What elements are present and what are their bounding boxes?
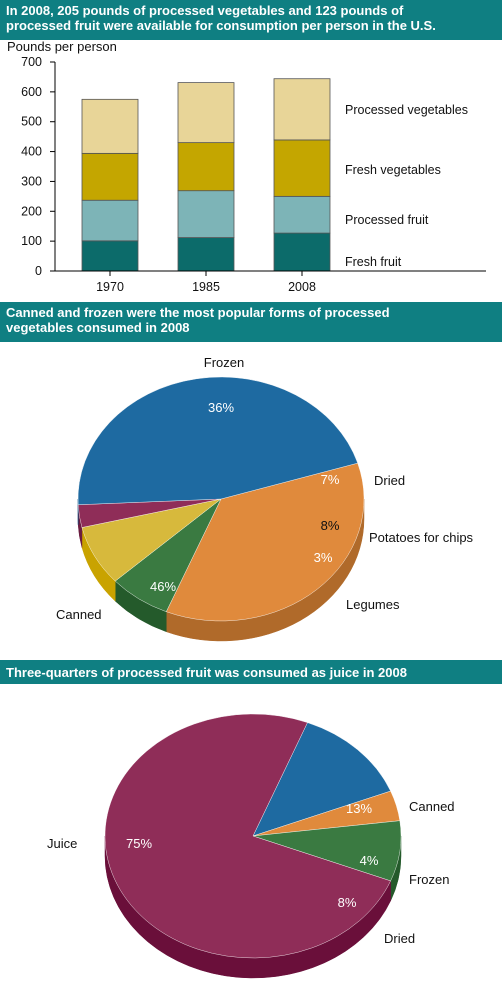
legend-fresh-vegetables: Fresh vegetables	[345, 163, 441, 177]
pct-label-frozen: 36%	[208, 400, 234, 415]
pie-slice-juice	[104, 713, 391, 959]
bar-processed-fruit-2008	[273, 195, 331, 234]
pie-slices	[104, 713, 402, 959]
pct-label-canned: 46%	[150, 579, 176, 594]
bar-processed-fruit-1985	[177, 190, 235, 238]
chart2-title-line1: Canned and frozen were the most popular …	[6, 305, 390, 320]
bar-fresh-fruit-2008	[273, 232, 331, 272]
slice-label-frozen: Frozen	[204, 355, 244, 370]
pie-labels: 13% Canned 4% Frozen 8% Dried 75% Juice	[47, 799, 455, 946]
y-axis: 0 100 200 300 400 500 600 700	[21, 55, 56, 278]
chart3-title-banner: Three-quarters of processed fruit was co…	[0, 660, 502, 684]
bar-fresh-fruit-1970	[81, 240, 139, 272]
pct-label-frozen: 4%	[360, 853, 379, 868]
y-tick-label: 400	[21, 145, 42, 159]
legend-processed-fruit: Processed fruit	[345, 213, 429, 227]
bar-fresh-fruit-1985	[177, 237, 235, 272]
slice-label-dried: Dried	[384, 931, 415, 946]
pct-label-potatoes-for-chips: 8%	[321, 518, 340, 533]
bar-fresh-vegetables-1970	[81, 152, 139, 201]
bar-processed-vegetables-1970	[81, 98, 139, 154]
y-tick-label: 600	[21, 85, 42, 99]
bar-processed-vegetables-1985	[177, 82, 235, 144]
chart1-title-line1: In 2008, 205 pounds of processed vegetab…	[6, 3, 404, 18]
slice-label-canned: Canned	[56, 607, 102, 622]
x-tick-label-1970: 1970	[96, 280, 124, 294]
slice-label-frozen: Frozen	[409, 872, 449, 887]
processed-vegetables-pie-chart: 36% Frozen 7% Dried 8% Potatoes for chips 3% Le…	[56, 355, 474, 642]
pct-label-canned: 13%	[346, 801, 372, 816]
pie-slices	[77, 376, 365, 622]
x-axis: 1970 1985 2008	[55, 270, 486, 294]
y-tick-label: 300	[21, 174, 42, 188]
pie-slice-canned	[252, 722, 391, 837]
y-tick-label: 100	[21, 234, 42, 248]
slice-label-legumes: Legumes	[346, 597, 400, 612]
pie-labels: 36% Frozen 7% Dried 8% Potatoes for chips 3% Le…	[56, 355, 474, 622]
slice-label-dried: Dried	[374, 473, 405, 488]
bar-processed-vegetables-2008	[273, 78, 331, 141]
chart1-title-line2: processed fruit were available for consu…	[6, 18, 436, 33]
processed-fruit-pie-chart: 13% Canned 4% Frozen 8% Dried 75% Juice	[47, 713, 455, 979]
pie-slice-frozen	[165, 462, 365, 622]
bar-fresh-vegetables-1985	[177, 142, 235, 192]
pct-label-dried: 7%	[321, 472, 340, 487]
pct-label-dried: 8%	[338, 895, 357, 910]
y-tick-label: 200	[21, 204, 42, 218]
y-tick-label: 700	[21, 55, 42, 69]
chart2-title-line2: vegetables consumed in 2008	[6, 320, 190, 335]
pct-label-juice: 75%	[126, 836, 152, 851]
chart2-title-banner: Canned and frozen were the most popular …	[0, 302, 502, 342]
stacked-bar-chart: Pounds per person 0 100 200 300 400 500 600 700…	[7, 40, 486, 294]
y-tick-label: 0	[35, 264, 42, 278]
pct-label-legumes: 3%	[314, 550, 333, 565]
legend-fresh-fruit: Fresh fruit	[345, 255, 402, 269]
legend: Fresh fruit Processed fruit Fresh vegetabl…	[345, 103, 468, 269]
chart1-title-banner: In 2008, 205 pounds of processed vegetab…	[0, 0, 502, 40]
pie-slice-canned	[77, 376, 358, 505]
bar-processed-fruit-1970	[81, 199, 139, 242]
bar-fresh-vegetables-2008	[273, 139, 331, 197]
x-tick-label-2008: 2008	[288, 280, 316, 294]
x-tick-label-1985: 1985	[192, 280, 220, 294]
slice-label-canned: Canned	[409, 799, 455, 814]
slice-label-potatoes-for-chips: Potatoes for chips	[369, 530, 474, 545]
y-tick-label: 500	[21, 115, 42, 129]
slice-label-juice: Juice	[47, 836, 77, 851]
legend-processed-vegetables: Processed vegetables	[345, 103, 468, 117]
y-axis-title: Pounds per person	[7, 40, 117, 54]
chart3-title-line1: Three-quarters of processed fruit was co…	[6, 665, 407, 680]
bar-stacks	[81, 78, 331, 272]
